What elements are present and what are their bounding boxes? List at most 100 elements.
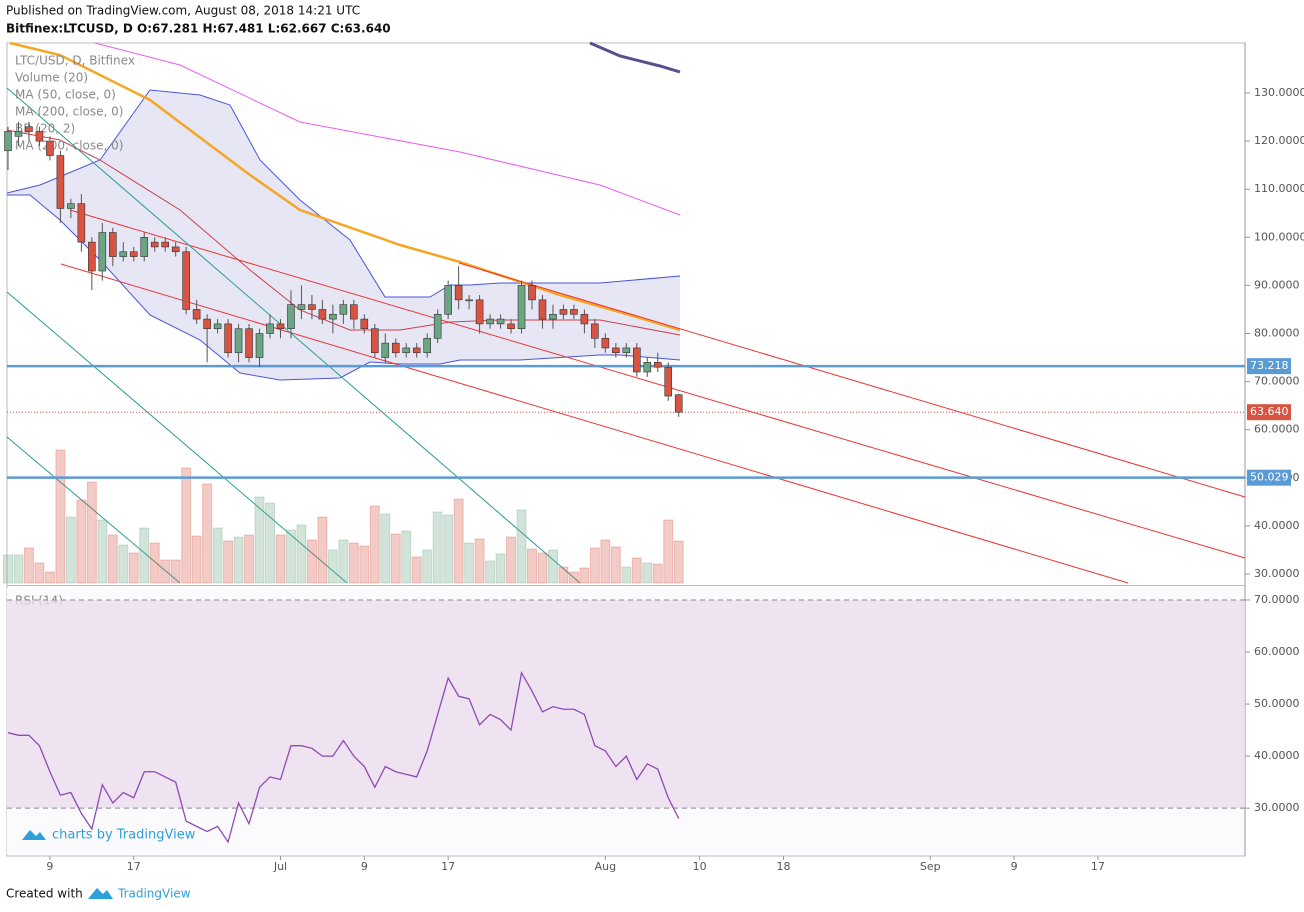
volume-bar: [453, 498, 464, 584]
brand: TradingView: [117, 887, 191, 901]
candle-body: [412, 347, 421, 354]
x-tick-label: 9: [46, 860, 53, 873]
volume-bar: [369, 505, 380, 584]
y-tick-label: 100.0000: [1254, 230, 1304, 243]
candle-body: [329, 313, 337, 320]
candle-body: [496, 318, 505, 325]
candle-body: [444, 285, 452, 315]
volume-bar: [547, 549, 558, 584]
x-tick-label: 9: [361, 860, 368, 873]
candle-body: [475, 299, 484, 325]
volume-bar: [652, 563, 663, 584]
candle-body: [612, 347, 620, 354]
volume-bar: [118, 544, 129, 584]
volume-bar: [139, 527, 150, 584]
volume-bar: [170, 559, 181, 584]
volume-bar: [506, 536, 517, 584]
candle-body: [171, 246, 180, 253]
volume-bar: [464, 542, 475, 584]
y-tick-label: 40.0000: [1254, 519, 1300, 532]
legend-entry: BB (20, 2): [15, 122, 75, 136]
volume-bar: [401, 530, 412, 584]
candle-body: [517, 285, 526, 330]
volume-bar: [254, 496, 265, 584]
y-tick-label: 40.0000: [1254, 749, 1300, 762]
volume-bar: [13, 554, 24, 584]
x-tick-label: 10: [693, 860, 707, 873]
candle-body: [601, 338, 610, 349]
y-tick-label: 30.0000: [1254, 567, 1300, 580]
volume-bar: [65, 516, 76, 584]
candle-body: [140, 237, 149, 257]
candle-body: [109, 232, 117, 257]
volume-bar: [275, 534, 286, 584]
legend-entry: Volume (20): [15, 71, 88, 85]
trend-line: [60, 263, 1129, 584]
candle-body: [266, 323, 274, 334]
watermark-text: charts by TradingView: [52, 828, 196, 843]
candle-body: [643, 362, 652, 373]
y-tick-label: 70.0000: [1254, 593, 1300, 606]
trend-line: [458, 262, 1246, 498]
candle-body: [98, 232, 107, 272]
volume-bar: [348, 542, 359, 584]
candle-body: [339, 304, 348, 315]
candle-body: [570, 309, 578, 315]
level-label: 73.218: [1250, 359, 1289, 372]
volume-bar: [23, 547, 34, 584]
volume-bar: [296, 524, 307, 584]
trend-line: [6, 291, 348, 584]
ma-200-weekly: [589, 41, 681, 74]
volume-bar: [212, 527, 223, 584]
volume-bar: [485, 560, 496, 584]
published-line: Published on TradingView.com, August 08,…: [6, 4, 360, 18]
candle-body: [653, 362, 662, 368]
volume-bar: [317, 516, 328, 584]
candle-body: [182, 251, 190, 310]
volume-bar: [443, 514, 454, 584]
candle-body: [35, 131, 44, 142]
candle-body: [507, 323, 515, 330]
candle-body: [234, 328, 243, 354]
y-tick-label: 30.0000: [1254, 801, 1300, 814]
level-label-box: [1247, 469, 1291, 486]
candle-body: [224, 323, 232, 354]
candle-body: [308, 304, 316, 310]
candle-body: [203, 318, 211, 330]
volume-bar: [474, 538, 485, 584]
volume-bar: [631, 557, 642, 584]
x-tick-label: Jul: [273, 860, 287, 873]
candle-body: [276, 323, 285, 330]
candle-body: [119, 251, 128, 257]
volume-bar: [202, 483, 213, 584]
rsi-band: [7, 599, 1245, 809]
x-tick-label: Aug: [595, 860, 616, 873]
y-tick-label: 90.0000: [1254, 278, 1300, 291]
trend-line: [6, 87, 581, 584]
candle-body: [25, 126, 33, 132]
candle-body: [591, 323, 599, 339]
candle-body: [213, 323, 222, 330]
candle-body: [46, 140, 54, 156]
volume-bar: [86, 481, 97, 584]
volume-bar: [359, 545, 370, 584]
indicators: [6, 41, 1246, 584]
volume-bar: [306, 539, 317, 584]
trend-line: [6, 436, 181, 584]
candle-body: [549, 313, 557, 320]
volume-bar: [191, 535, 202, 584]
candle-body: [14, 131, 23, 137]
volume-bar: [76, 499, 87, 584]
volume-bar: [390, 533, 401, 584]
candle-body: [297, 304, 306, 310]
volume-bar: [181, 467, 192, 584]
candle-body: [580, 313, 589, 325]
legend-entry: MA (50, close, 0): [15, 88, 116, 102]
volume-bar: [107, 534, 118, 584]
candle-body: [56, 155, 65, 209]
bollinger-lower: [7, 194, 681, 381]
volume-bar: [244, 534, 255, 584]
last-price-label: 63.640: [1250, 405, 1289, 418]
volume-bar: [44, 571, 55, 584]
